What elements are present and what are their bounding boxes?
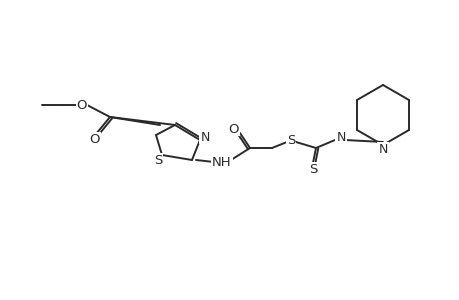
Text: O: O [90,133,100,146]
Text: O: O [77,98,87,112]
Text: S: S [308,163,317,176]
Text: NH: NH [212,155,231,169]
Text: N: N [336,130,345,143]
Text: S: S [153,154,162,166]
Text: N: N [200,130,209,143]
Text: S: S [286,134,295,146]
Text: N: N [377,142,387,155]
Text: O: O [228,122,239,136]
